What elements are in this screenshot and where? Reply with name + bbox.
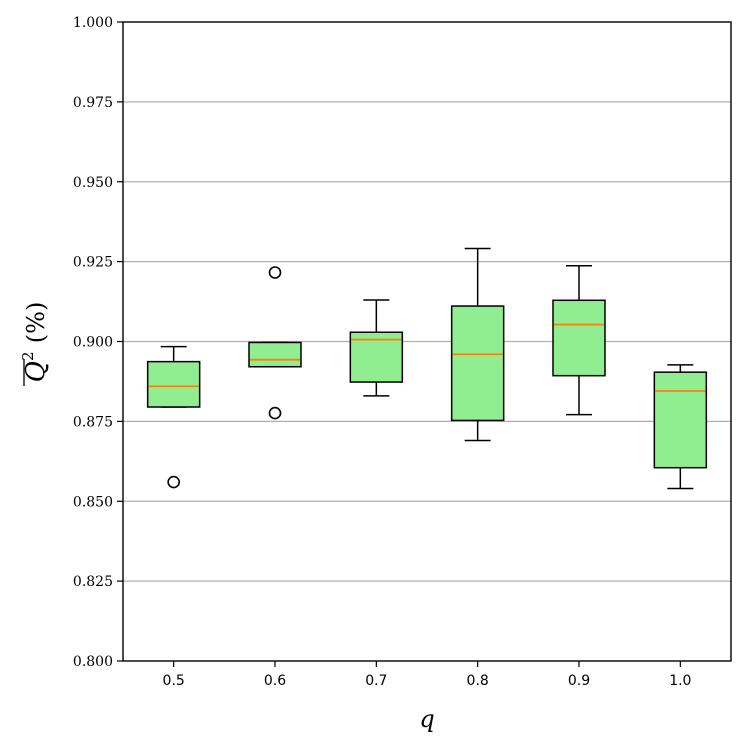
y-tick-label: 0.825 <box>73 574 113 590</box>
y-tick-label: 0.875 <box>73 414 113 430</box>
y-axis-label-superscript: 2 <box>19 351 37 361</box>
box-0.9 <box>552 265 606 416</box>
y-tick-label: 0.900 <box>73 335 113 351</box>
x-tick-label: 0.6 <box>264 673 286 689</box>
box-iqr <box>248 341 302 368</box>
box-0.6 <box>248 266 302 420</box>
outlier-point <box>268 406 282 420</box>
box-iqr <box>450 305 505 422</box>
y-tick-label: 0.975 <box>73 95 113 111</box>
y-axis-label-unit: (%) <box>22 302 50 344</box>
gridlines <box>123 101 731 582</box>
outlier-point <box>268 266 282 279</box>
y-axis-ticks: 0.800 0.825 0.850 0.875 0.900 0.925 0.950 0.975… <box>73 15 123 670</box>
y-tick-label: 0.950 <box>73 175 113 191</box>
x-tick-label: 1.0 <box>669 673 691 689</box>
box-iqr <box>653 371 708 469</box>
box-iqr <box>146 360 201 408</box>
x-tick-label: 0.9 <box>568 673 590 689</box>
svg-text:Q2 (%): Q2 (%) <box>19 302 51 383</box>
box-iqr <box>349 331 404 383</box>
box-iqr <box>552 299 606 377</box>
y-axis-label-symbol: Q <box>21 361 51 382</box>
y-axis-label: Q2 (%) <box>19 302 51 386</box>
x-axis-ticks: 0.5 0.6 0.7 0.8 0.9 1.0 <box>163 661 691 689</box>
x-tick-label: 0.7 <box>365 673 387 689</box>
box-1.0 <box>653 364 708 490</box>
x-tick-label: 0.5 <box>163 673 185 689</box>
x-axis-label: q <box>419 705 434 733</box>
box-series <box>146 247 708 490</box>
box-0.8 <box>450 247 505 442</box>
x-tick-label: 0.8 <box>467 673 489 689</box>
y-tick-label: 0.850 <box>73 494 113 510</box>
box-0.5 <box>146 345 201 489</box>
y-tick-label: 1.000 <box>73 15 113 31</box>
y-tick-label: 0.925 <box>73 255 113 271</box>
box-0.7 <box>349 299 404 397</box>
outlier-point <box>167 475 180 489</box>
y-tick-label: 0.800 <box>73 654 113 670</box>
